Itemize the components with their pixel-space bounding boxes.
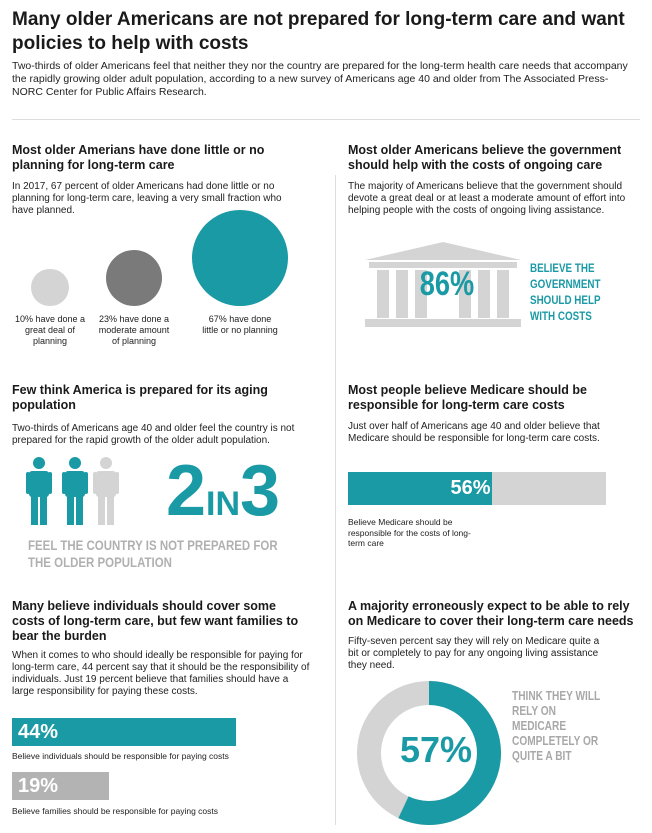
rely-caption: THINK THEY WILL RELY ON MEDICARE COMPLET… xyxy=(512,688,601,763)
government-value: 86% xyxy=(419,265,475,303)
planning-bubble xyxy=(192,210,288,306)
families-bar-caption: Believe families should be responsible f… xyxy=(12,806,219,816)
planning-bubble xyxy=(105,249,163,306)
government-title: Most older Americans believe the governm… xyxy=(348,143,622,172)
families-bar: 19% xyxy=(12,772,109,800)
rely-title: A majority erroneously expect to be able… xyxy=(348,599,634,628)
rely-value: 57% xyxy=(400,729,473,770)
government-building-icon xyxy=(365,242,521,327)
medicare-bar-label: 56% xyxy=(450,477,491,499)
donut-value-arc xyxy=(398,681,501,825)
person-icon xyxy=(26,457,52,525)
intro-text: Two-thirds of older Americans feel that … xyxy=(12,60,628,98)
prepared-body: Two-thirds of Americans age 40 and older… xyxy=(12,423,295,446)
medicare-caption: Believe Medicare should be responsible f… xyxy=(348,517,471,548)
planning-body: In 2017, 67 percent of older Americans h… xyxy=(12,181,282,216)
planning-bubble-label: 67% have done little or no planning xyxy=(202,314,278,335)
medicare-bar xyxy=(348,472,493,505)
medicare-body: Just over half of Americans age 40 and o… xyxy=(348,421,600,444)
planning-title: Most older Amerians have done little or … xyxy=(12,143,265,172)
government-body: The majority of Americans believe that t… xyxy=(348,181,626,216)
individuals-body: When it comes to who should ideally be r… xyxy=(12,650,310,697)
government-caption: BELIEVE THE GOVERNMENT SHOULD HELP WITH … xyxy=(530,261,601,323)
page-title: Many older Americans are not prepared fo… xyxy=(12,9,625,54)
individuals-bar-caption: Believe individuals should be responsibl… xyxy=(12,751,229,761)
medicare-bar-track: 56% xyxy=(348,472,606,505)
individuals-bar-label: 44% xyxy=(18,721,59,743)
families-bar-label: 19% xyxy=(18,775,59,797)
individuals-bar: 44% xyxy=(12,718,237,746)
ratio-in: IN xyxy=(206,485,241,523)
planning-bubble xyxy=(31,268,69,306)
individuals-title: Many believe individuals should cover so… xyxy=(12,599,299,643)
ratio-denominator: 3 xyxy=(240,451,281,531)
person-icon xyxy=(62,457,88,525)
prepared-title: Few think America is prepared for its ag… xyxy=(12,383,268,412)
planning-bubble-label: 23% have done a moderate amount of plann… xyxy=(98,314,170,346)
rely-body: Fifty-seven percent say they will rely o… xyxy=(348,636,600,671)
planning-bubble-label: 10% have done a great deal of planning xyxy=(14,314,86,346)
prepared-caption: FEEL THE COUNTRY IS NOT PREPARED FOR THE… xyxy=(28,537,278,570)
header-divider xyxy=(12,119,640,120)
ratio-numerator: 2 xyxy=(166,451,207,531)
medicare-title: Most people believe Medicare should be r… xyxy=(348,383,587,412)
person-icon xyxy=(93,457,119,525)
column-divider xyxy=(335,175,336,825)
rely-donut-chart xyxy=(357,681,501,825)
